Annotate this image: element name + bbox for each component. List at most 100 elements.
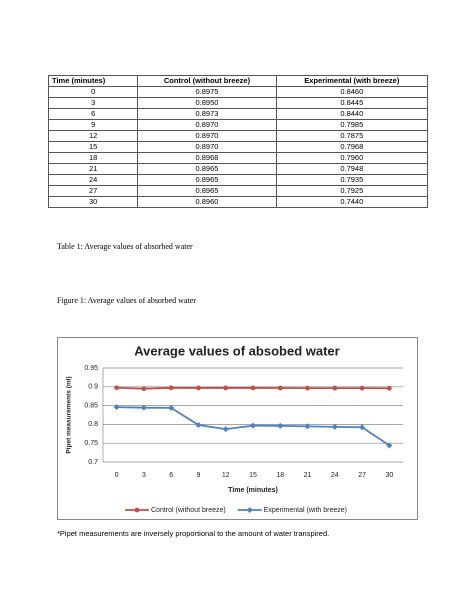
table-cell: 18 bbox=[47, 152, 139, 164]
x-tick-label: 30 bbox=[385, 472, 393, 479]
data-point bbox=[250, 422, 256, 429]
data-table: Time (minutes) Control (without breeze) Ex… bbox=[47, 75, 429, 208]
table-cell: 24 bbox=[47, 174, 139, 186]
data-point bbox=[222, 426, 229, 433]
table-row: 27 0.8965 0.7925 bbox=[47, 185, 429, 197]
header-cell: Experimental (with breeze) bbox=[275, 75, 429, 87]
table-cell: 21 bbox=[47, 163, 139, 175]
x-tick-label: 15 bbox=[249, 472, 257, 479]
chart: Average values of absobed water Pipet me… bbox=[57, 337, 418, 520]
data-point bbox=[140, 404, 147, 411]
table-row: 24 0.8965 0.7935 bbox=[47, 174, 429, 186]
table-cell: 0.8960 bbox=[137, 196, 277, 208]
table-cell: 30 bbox=[47, 196, 139, 208]
data-point bbox=[331, 423, 338, 430]
data-point bbox=[305, 385, 310, 391]
y-tick-label: 0.8 bbox=[88, 421, 98, 428]
table-cell: 0.8460 bbox=[275, 86, 429, 98]
data-point bbox=[196, 385, 201, 391]
chart-title: Average values of absobed water bbox=[134, 343, 339, 358]
table-cell: 0.7925 bbox=[275, 185, 429, 197]
table-cell: 0.7440 bbox=[275, 196, 429, 208]
y-tick-label: 0.7 bbox=[88, 459, 98, 466]
data-point bbox=[113, 404, 120, 411]
y-axis-title: Pipet measurements (ml) bbox=[66, 376, 73, 453]
table-cell: 0.8445 bbox=[275, 97, 429, 109]
table-cell: 9 bbox=[47, 119, 139, 131]
footnote: *Pipet measurements are inversely propor… bbox=[57, 529, 330, 538]
figure-caption: Figure 1: Average values of absorbed wat… bbox=[57, 296, 196, 305]
table-cell: 0.8968 bbox=[137, 152, 277, 164]
data-point bbox=[386, 385, 392, 391]
y-tick-label: 0.75 bbox=[84, 440, 98, 447]
y-tick-label: 0.95 bbox=[84, 365, 98, 372]
data-point bbox=[277, 422, 284, 429]
table-row: 3 0.8950 0.8445 bbox=[47, 97, 429, 109]
table-row: 6 0.8973 0.8440 bbox=[47, 108, 429, 120]
data-point bbox=[386, 442, 393, 449]
data-point bbox=[359, 424, 366, 431]
x-tick-label: 3 bbox=[142, 472, 146, 479]
table-cell: 0.8440 bbox=[275, 108, 429, 120]
table-row: 9 0.8970 0.7985 bbox=[47, 119, 429, 131]
table-cell: 0.8973 bbox=[137, 108, 277, 120]
x-tick-label: 18 bbox=[276, 472, 284, 479]
data-point bbox=[168, 404, 175, 411]
table-cell: 0 bbox=[47, 86, 139, 98]
x-tick-label: 27 bbox=[358, 472, 366, 479]
table-cell: 0.8975 bbox=[137, 86, 277, 98]
table-header: Time (minutes) Control (without breeze) Ex… bbox=[47, 75, 429, 87]
x-tick-label: 9 bbox=[197, 472, 201, 479]
data-point bbox=[332, 385, 338, 391]
table-cell: 0.7948 bbox=[275, 163, 429, 175]
table-cell: 0.8965 bbox=[137, 174, 277, 186]
data-point bbox=[250, 385, 256, 391]
table-cell: 0.7875 bbox=[275, 130, 429, 142]
table-cell: 0.7985 bbox=[275, 119, 429, 131]
table-cell: 27 bbox=[47, 185, 139, 197]
data-point bbox=[168, 385, 174, 391]
x-tick-label: 12 bbox=[222, 472, 230, 479]
table-cell: 0.8950 bbox=[137, 97, 277, 109]
table-cell: 0.8965 bbox=[137, 163, 277, 175]
data-point bbox=[195, 421, 202, 428]
legend-marker bbox=[246, 507, 253, 513]
table-cell: 0.8970 bbox=[137, 119, 277, 131]
data-point bbox=[277, 385, 283, 391]
y-tick-label: 0.85 bbox=[84, 402, 98, 409]
legend-label: Experimental (with breeze) bbox=[264, 507, 347, 514]
data-point bbox=[223, 385, 229, 391]
x-tick-label: 21 bbox=[304, 472, 312, 479]
data-point bbox=[359, 385, 365, 391]
x-tick-label: 0 bbox=[115, 472, 119, 479]
table-row: 15 0.8970 0.7968 bbox=[47, 141, 429, 153]
x-tick-label: 6 bbox=[169, 472, 173, 479]
x-tick-label: 24 bbox=[331, 472, 339, 479]
table-row: 0 0.8975 0.8460 bbox=[47, 86, 429, 98]
table-cell: 0.7968 bbox=[275, 141, 429, 153]
data-point bbox=[304, 423, 311, 430]
table-row: 18 0.8968 0.7960 bbox=[47, 152, 429, 164]
table-cell: 3 bbox=[47, 97, 139, 109]
legend-marker bbox=[134, 507, 140, 513]
legend-label: Control (without breeze) bbox=[151, 507, 226, 514]
table-row: 21 0.8965 0.7948 bbox=[47, 163, 429, 175]
table-cell: 12 bbox=[47, 130, 139, 142]
table-caption: Table 1: Average values of absorbed wate… bbox=[57, 242, 193, 251]
x-axis-title: Time (minutes) bbox=[228, 487, 278, 494]
table-cell: 0.8965 bbox=[137, 185, 277, 197]
data-point bbox=[141, 386, 147, 392]
data-point bbox=[114, 385, 120, 391]
table-cell: 15 bbox=[47, 141, 139, 153]
table-cell: 0.8970 bbox=[137, 141, 277, 153]
table-cell: 0.7960 bbox=[275, 152, 429, 164]
table-cell: 0.8970 bbox=[137, 130, 277, 142]
table-cell: 6 bbox=[47, 108, 139, 120]
header-cell: Time (minutes) bbox=[47, 75, 139, 87]
table-cell: 0.7935 bbox=[275, 174, 429, 186]
table-row: 30 0.8960 0.7440 bbox=[47, 196, 429, 208]
header-cell: Control (without breeze) bbox=[137, 75, 277, 87]
y-tick-label: 0.9 bbox=[88, 384, 98, 391]
table-row: 12 0.8970 0.7875 bbox=[47, 130, 429, 142]
